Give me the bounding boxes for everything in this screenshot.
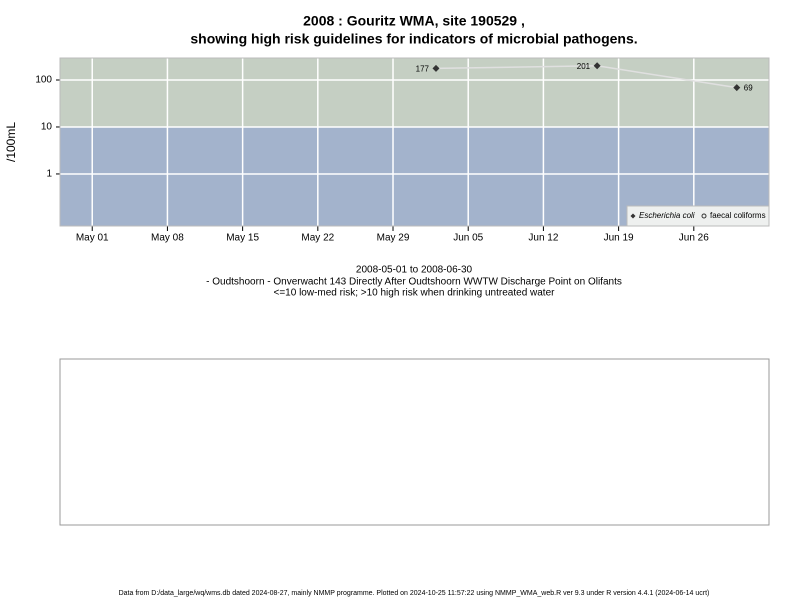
site-name: - Oudtshoorn - Onverwacht 143 Directly A… [206, 277, 622, 288]
x-tick-label: May 29 [377, 233, 410, 244]
risk-note: <=10 low-med risk; >10 high risk when dr… [274, 288, 556, 299]
y-tick-label: 1 [46, 169, 52, 180]
y-tick-label: 10 [41, 122, 53, 133]
x-tick-label: May 15 [226, 233, 259, 244]
legend-label: Escherichia coli [639, 211, 695, 220]
legend-marker [701, 213, 707, 219]
data-point [432, 64, 440, 72]
high-risk-band [60, 58, 769, 127]
data-label: 201 [577, 62, 591, 71]
x-tick-label: Jun 26 [679, 233, 709, 244]
legend-label: faecal coliforms [710, 211, 766, 220]
y-tick-label: 100 [35, 75, 52, 86]
legend-box [626, 205, 770, 227]
chart-subtitle: showing high risk guidelines for indicat… [190, 31, 637, 47]
data-point [733, 84, 741, 92]
data-point [593, 62, 601, 70]
x-tick-label: Jun 19 [604, 233, 634, 244]
empty-panel [59, 358, 770, 526]
legend-marker [630, 213, 636, 219]
x-tick-label: May 08 [151, 233, 184, 244]
footer: Data from D:/data_large/wq/wms.db dated … [119, 590, 710, 597]
date-range: 2008-05-01 to 2008-06-30 [356, 265, 473, 276]
plot-frame [59, 57, 770, 227]
x-tick-label: Jun 12 [528, 233, 558, 244]
x-tick-label: May 22 [301, 233, 334, 244]
chart-title: 2008 : Gouritz WMA, site 190529 , [303, 13, 525, 29]
x-tick-label: Jun 05 [453, 233, 483, 244]
data-label: 177 [416, 64, 430, 73]
data-label: 69 [744, 84, 753, 93]
y-axis-label: /100mL [4, 122, 18, 162]
x-tick-label: May 01 [76, 233, 109, 244]
